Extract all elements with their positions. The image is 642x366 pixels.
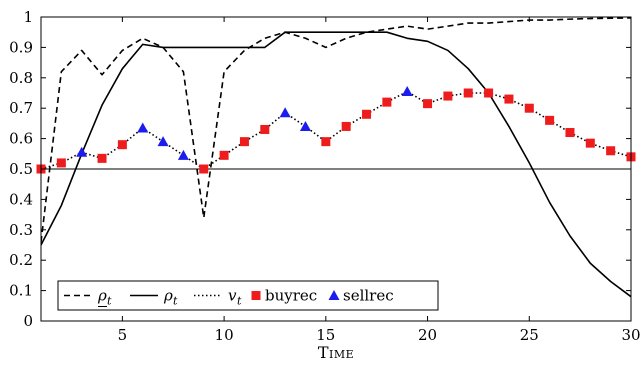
sellrec-marker-6 — [401, 85, 413, 96]
y-tick-label-4: 0.4 — [9, 190, 33, 208]
legend-label-3: buyrec — [265, 287, 317, 305]
y-tick-label-8: 0.8 — [9, 69, 33, 87]
y-tick-label-1: 0.1 — [9, 282, 33, 300]
sellrec-marker-3 — [177, 149, 189, 160]
buyrec-marker-5 — [219, 150, 229, 160]
series-line-1 — [41, 31, 631, 298]
buyrec-marker-13 — [443, 91, 453, 101]
buyrec-marker-8 — [321, 137, 331, 147]
sellrec-marker-5 — [299, 120, 311, 131]
sellrec-marker-2 — [157, 136, 169, 147]
legend: ρ t ρ t v t buyrec sellrec — [57, 280, 439, 311]
sellrec-marker-1 — [137, 122, 149, 133]
buyrec-marker-9 — [341, 121, 351, 131]
y-tick-label-0: 0 — [23, 312, 33, 330]
series-layer — [41, 17, 631, 298]
y-tick-label-7: 0.7 — [9, 99, 33, 117]
marker-layer — [36, 85, 636, 174]
legend-label-1: ρ — [163, 287, 173, 305]
sellrec-marker-4 — [279, 107, 291, 118]
buyrec-marker-12 — [423, 99, 433, 109]
buyrec-marker-10 — [362, 109, 372, 119]
buyrec-marker-3 — [117, 140, 127, 150]
y-tick-label-3: 0.3 — [9, 221, 33, 239]
buyrec-marker-21 — [606, 146, 616, 156]
buyrec-marker-11 — [382, 97, 392, 107]
buyrec-marker-7 — [260, 124, 270, 134]
buyrec-marker-16 — [504, 94, 514, 104]
legend-label-4: sellrec — [343, 287, 394, 305]
sellrec-marker-0 — [76, 146, 88, 157]
x-tick-label-0: 5 — [118, 326, 128, 344]
x-tick-label-2: 15 — [316, 326, 335, 344]
buyrec-marker-15 — [484, 88, 494, 98]
legend-sub-1: t — [173, 295, 178, 308]
series-line-2 — [41, 90, 631, 170]
buyrec-marker-4 — [199, 164, 209, 174]
legend-swatch-3 — [251, 291, 261, 300]
y-tick-label-2: 0.2 — [9, 251, 33, 269]
x-tick-label-1: 10 — [215, 326, 234, 344]
y-tick-label-6: 0.6 — [9, 130, 33, 148]
legend-swatch-4 — [328, 290, 340, 300]
buyrec-marker-18 — [545, 115, 555, 125]
buyrec-marker-6 — [239, 137, 249, 147]
x-axis-label: Time — [318, 343, 354, 362]
legend-sub-0: t — [107, 295, 112, 308]
legend-sub-2: t — [237, 295, 242, 308]
x-tick-label-3: 20 — [418, 326, 437, 344]
y-tick-label-9: 0.9 — [9, 38, 33, 56]
legend-box — [57, 280, 439, 311]
y-tick-label-5: 0.5 — [9, 160, 33, 178]
x-tick-label-4: 25 — [520, 326, 539, 344]
x-tick-label-5: 30 — [621, 326, 640, 344]
legend-label-2: v — [228, 287, 237, 305]
buyrec-marker-14 — [463, 88, 473, 98]
buyrec-marker-19 — [565, 128, 575, 138]
y-tick-label-10: 1 — [23, 8, 33, 26]
buyrec-marker-17 — [524, 103, 534, 113]
buyrec-marker-2 — [97, 153, 107, 163]
axes-layer: 5 10 15 20 25 30 0 0.1 0.2 0.3 0.4 0.5 0.6 0.7 0.8 0.9 1… — [9, 8, 640, 362]
series-line-0 — [41, 17, 631, 243]
buyrec-marker-20 — [585, 138, 595, 148]
buyrec-marker-1 — [56, 158, 66, 168]
legend-label-0: ρ — [97, 287, 107, 305]
